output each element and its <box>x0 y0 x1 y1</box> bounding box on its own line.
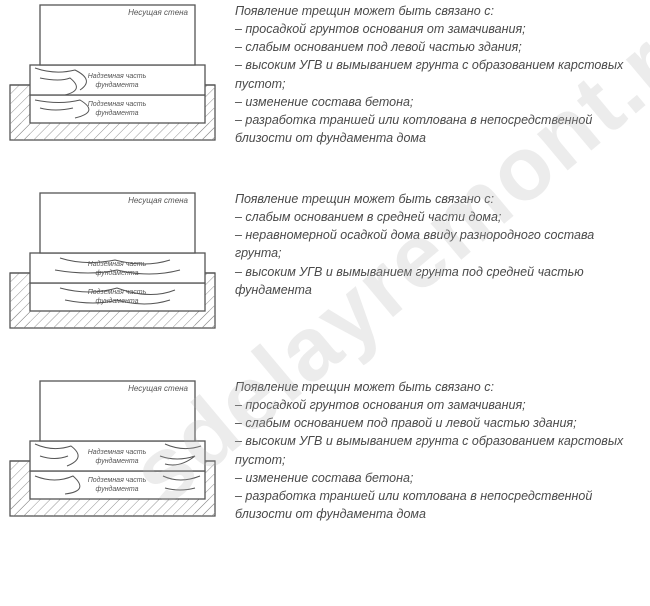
svg-text:фундамента: фундамента <box>96 457 139 465</box>
svg-text:Подземная часть: Подземная часть <box>88 288 147 296</box>
label-above-1: Надземная часть <box>88 72 147 80</box>
line-1-1: – слабым основанием под левой частью зда… <box>235 38 640 56</box>
line-3-2: – высоким УГВ и вымыванием грунта с обра… <box>235 432 640 468</box>
section-2: Несущая стена Надземная часть фундамента… <box>0 188 650 338</box>
line-1-4: – разработка траншей или котлована в неп… <box>235 111 640 147</box>
line-2-1: – неравномерной осадкой дома ввиду разно… <box>235 226 640 262</box>
line-1-3: – изменение состава бетона; <box>235 93 640 111</box>
line-2-0: – слабым основанием в средней части дома… <box>235 208 640 226</box>
line-2-2: – высоким УГВ и вымыванием грунта под ср… <box>235 263 640 299</box>
line-3-4: – разработка траншей или котлована в неп… <box>235 487 640 523</box>
svg-text:Надземная часть: Надземная часть <box>88 260 147 268</box>
intro-1: Появление трещин может быть связано с: <box>235 2 640 20</box>
label-wall: Несущая стена <box>128 8 188 17</box>
text-block-3: Появление трещин может быть связано с: –… <box>220 376 640 523</box>
diagram-3: Несущая стена Надземная часть фундамента… <box>5 376 220 526</box>
line-3-3: – изменение состава бетона; <box>235 469 640 487</box>
line-3-0: – просадкой грунтов основания от замачив… <box>235 396 640 414</box>
intro-3: Появление трещин может быть связано с: <box>235 378 640 396</box>
line-1-2: – высоким УГВ и вымыванием грунта с обра… <box>235 56 640 92</box>
svg-text:фундамента: фундамента <box>96 485 139 493</box>
line-3-1: – слабым основанием под правой и левой ч… <box>235 414 640 432</box>
svg-text:фундамента: фундамента <box>96 269 139 277</box>
svg-text:Надземная часть: Надземная часть <box>88 448 147 456</box>
text-block-2: Появление трещин может быть связано с: –… <box>220 188 640 299</box>
label-wall: Несущая стена <box>128 196 188 205</box>
foundation-svg-1: Несущая стена Надземная часть фундамента… <box>5 0 220 150</box>
label-below-1: Подземная часть <box>88 100 147 108</box>
foundation-svg-2: Несущая стена Надземная часть фундамента… <box>5 188 220 338</box>
intro-2: Появление трещин может быть связано с: <box>235 190 640 208</box>
section-3: Несущая стена Надземная часть фундамента… <box>0 376 650 526</box>
text-block-1: Появление трещин может быть связано с: –… <box>220 0 640 147</box>
label-above-2: фундамента <box>96 81 139 89</box>
label-wall: Несущая стена <box>128 384 188 393</box>
svg-text:фундамента: фундамента <box>96 297 139 305</box>
section-1: Несущая стена Надземная часть фундамента… <box>0 0 650 150</box>
diagram-2: Несущая стена Надземная часть фундамента… <box>5 188 220 338</box>
diagram-1: Несущая стена Надземная часть фундамента… <box>5 0 220 150</box>
svg-text:Подземная часть: Подземная часть <box>88 476 147 484</box>
label-below-2: фундамента <box>96 109 139 117</box>
foundation-svg-3: Несущая стена Надземная часть фундамента… <box>5 376 220 526</box>
line-1-0: – просадкой грунтов основания от замачив… <box>235 20 640 38</box>
